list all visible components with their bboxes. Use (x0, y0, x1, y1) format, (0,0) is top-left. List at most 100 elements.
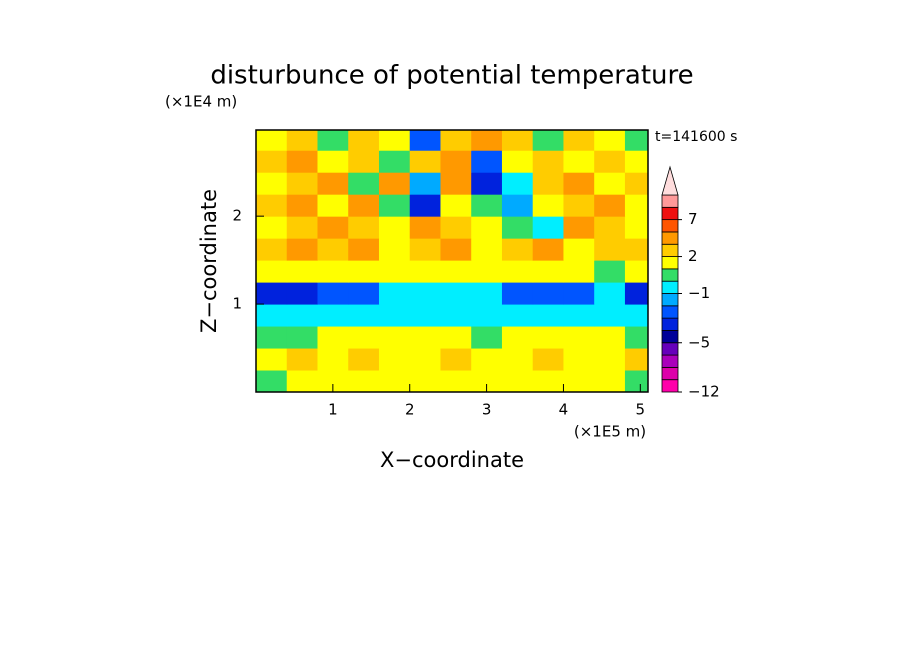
x-unit: (×1E5 m) (574, 423, 646, 441)
field-cell (286, 348, 318, 371)
x-tick-label: 5 (636, 401, 646, 419)
field-cell (409, 326, 441, 349)
field-cell (317, 326, 349, 349)
field-cell (532, 304, 564, 327)
field-cell (501, 370, 534, 393)
field-cell (501, 260, 534, 283)
field-cell (378, 238, 411, 261)
field-cell (471, 348, 503, 371)
field-cell (501, 216, 534, 239)
field-cell (501, 348, 534, 371)
field-cell (563, 326, 595, 349)
y-axis-label: Z−coordinate (197, 189, 221, 333)
field-cell (256, 348, 288, 371)
field-cell (409, 282, 441, 305)
field-cell (440, 282, 472, 305)
field-cell (440, 348, 472, 371)
field-cell (624, 172, 649, 195)
field-cell (317, 238, 349, 261)
field-cell (532, 238, 564, 261)
field-cell (348, 326, 380, 349)
colorbar-box (661, 330, 679, 344)
y-tick-label: 2 (232, 207, 242, 225)
colorbar-tick-label: −5 (688, 333, 710, 351)
field-cell (317, 194, 349, 217)
colorbar-box (661, 366, 679, 381)
field-cell (624, 216, 649, 239)
field-cell (256, 130, 288, 151)
x-tick-label: 4 (559, 401, 569, 419)
field-cell (409, 238, 441, 261)
field-cell (501, 282, 534, 305)
field-cell (256, 370, 288, 393)
field-cell (440, 194, 472, 217)
field-cell (471, 282, 503, 305)
field-cell (471, 326, 503, 349)
field-cell (563, 304, 595, 327)
field-cell (471, 304, 503, 327)
field-cell (409, 172, 441, 195)
field-cell (286, 260, 318, 283)
field-cell (409, 370, 441, 393)
field-cell (563, 216, 595, 239)
field-cell (532, 150, 564, 173)
field-cell (594, 238, 626, 261)
field-cell (532, 326, 564, 349)
field-cell (532, 348, 564, 371)
field-cell (594, 282, 626, 305)
field-cell (501, 238, 534, 261)
field-cell (563, 348, 595, 371)
field-cell (348, 130, 380, 151)
field-cell (378, 150, 411, 173)
field-cell (317, 150, 349, 173)
field-cell (624, 348, 649, 371)
field-cell (471, 238, 503, 261)
colorbar-box (661, 317, 679, 331)
field-cell (348, 304, 380, 327)
field-cell (532, 260, 564, 283)
field-cell (409, 260, 441, 283)
field-cell (594, 172, 626, 195)
field-cell (440, 172, 472, 195)
field-cell (348, 370, 380, 393)
field-cell (317, 304, 349, 327)
colorbar-tick-label: 7 (688, 210, 698, 228)
field-cell (378, 304, 411, 327)
field-cell (378, 194, 411, 217)
field-cell (532, 194, 564, 217)
field-cell (286, 304, 318, 327)
colorbar-box (661, 354, 679, 368)
field-cell (440, 370, 472, 393)
colorbar-box (661, 219, 679, 233)
field-cell (501, 194, 534, 217)
colorbar-box (661, 293, 679, 307)
field-cell (409, 194, 441, 217)
field-cell (532, 216, 564, 239)
field-cell (378, 370, 411, 393)
field-cell (563, 130, 595, 151)
plot-frame (255, 129, 649, 393)
time-annotation: t=141600 s (655, 129, 737, 145)
field-cell (409, 150, 441, 173)
field-cell (471, 216, 503, 239)
colorbar-extension (661, 165, 679, 196)
field-cell (348, 348, 380, 371)
field-cell (440, 130, 472, 151)
colorbar-box (661, 243, 679, 257)
field-cell (409, 348, 441, 371)
field-cell (440, 304, 472, 327)
colorbar-tick-label: 2 (688, 247, 698, 265)
field-cell (471, 172, 503, 195)
field-cell (594, 194, 626, 217)
field-cell (378, 348, 411, 371)
field-cell (532, 282, 564, 305)
colorbar-box (661, 256, 679, 270)
field-cell (348, 282, 380, 305)
colorbar-box (661, 342, 679, 356)
field-cell (348, 238, 380, 261)
colorbar-box (661, 268, 679, 282)
colorbar-box (661, 379, 679, 393)
y-tick-label: 1 (232, 295, 242, 313)
field-cell (378, 282, 411, 305)
